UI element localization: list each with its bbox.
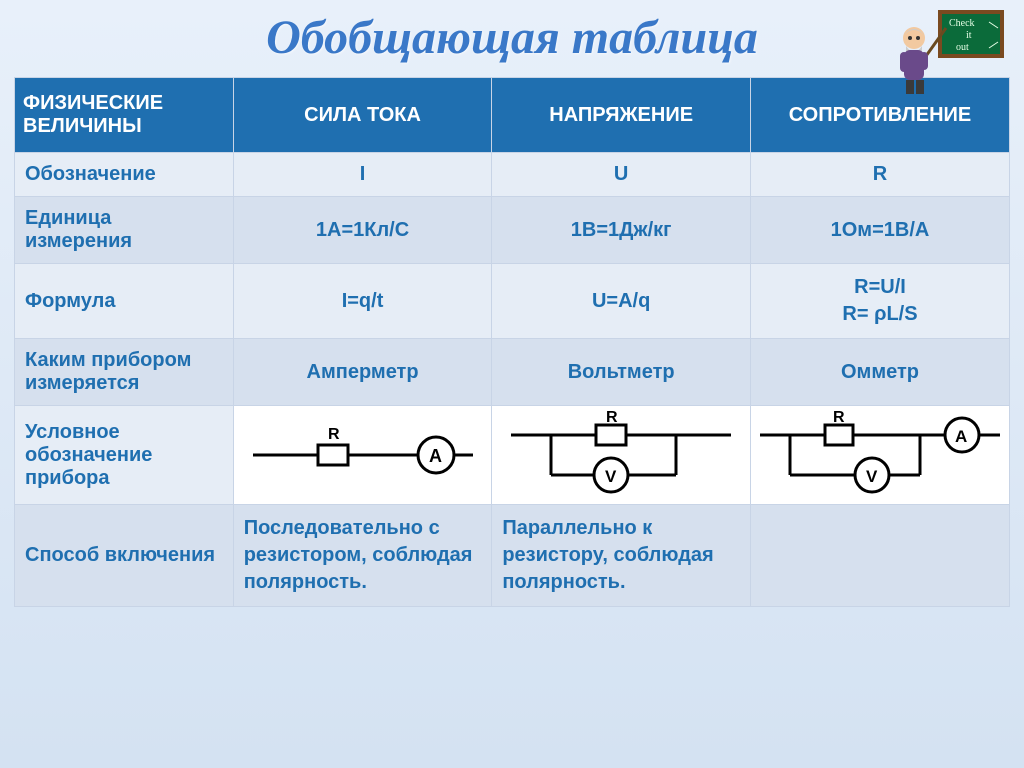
table-header-row: ФИЗИЧЕСКИЕ ВЕЛИЧИНЫ СИЛА ТОКА НАПРЯЖЕНИЕ… [15, 78, 1010, 153]
row-label: Каким прибором измеряется [15, 339, 234, 406]
svg-text:out: out [956, 42, 969, 53]
svg-text:A: A [429, 446, 442, 466]
cell [750, 505, 1009, 607]
diagram-ammeter: R A [233, 406, 492, 505]
cell: Амперметр [233, 339, 492, 406]
teacher-illustration: Check it out [886, 8, 1006, 103]
col-header-current: СИЛА ТОКА [233, 78, 492, 153]
svg-text:Check: Check [949, 18, 975, 29]
cell: Параллельно к резистору, соблюдая полярн… [492, 505, 751, 607]
svg-text:R: R [833, 410, 845, 426]
row-label: Формула [15, 264, 234, 339]
row-label: Способ включения [15, 505, 234, 607]
cell: 1А=1Кл/С [233, 197, 492, 264]
cell: Омметр [750, 339, 1009, 406]
cell: R [750, 153, 1009, 197]
diagram-voltmeter: R V [492, 406, 751, 505]
svg-text:A: A [955, 427, 967, 446]
cell: U [492, 153, 751, 197]
row-formula: Формула I=q/t U=A/q R=U/I R= ρL/S [15, 264, 1010, 339]
cell: I=q/t [233, 264, 492, 339]
row-connection: Способ включения Последовательно с резис… [15, 505, 1010, 607]
col-header-voltage: НАПРЯЖЕНИЕ [492, 78, 751, 153]
cell: 1Ом=1В/А [750, 197, 1009, 264]
svg-text:R: R [606, 410, 618, 426]
page-title: Обобщающая таблица [14, 10, 1010, 65]
row-label: Условное обозначение прибора [15, 406, 234, 505]
svg-text:it: it [966, 30, 972, 41]
cell: Вольтметр [492, 339, 751, 406]
summary-table: ФИЗИЧЕСКИЕ ВЕЛИЧИНЫ СИЛА ТОКА НАПРЯЖЕНИЕ… [14, 77, 1010, 607]
row-unit: Единица измерения 1А=1Кл/С 1В=1Дж/кг 1Ом… [15, 197, 1010, 264]
row-instrument: Каким прибором измеряется Амперметр Воль… [15, 339, 1010, 406]
row-label: Единица измерения [15, 197, 234, 264]
cell: Последовательно с резистором, соблюдая п… [233, 505, 492, 607]
row-symbol: Обозначение I U R [15, 153, 1010, 197]
row-label: Обозначение [15, 153, 234, 197]
cell: I [233, 153, 492, 197]
svg-text:R: R [328, 426, 340, 443]
diagram-ohmmeter: R A V [750, 406, 1009, 505]
row-diagram: Условное обозначение прибора R A R [15, 406, 1010, 505]
cell: U=A/q [492, 264, 751, 339]
cell: 1В=1Дж/кг [492, 197, 751, 264]
cell: R=U/I R= ρL/S [750, 264, 1009, 339]
svg-text:V: V [605, 467, 617, 486]
col-header-quantities: ФИЗИЧЕСКИЕ ВЕЛИЧИНЫ [15, 78, 234, 153]
svg-text:V: V [866, 467, 878, 486]
